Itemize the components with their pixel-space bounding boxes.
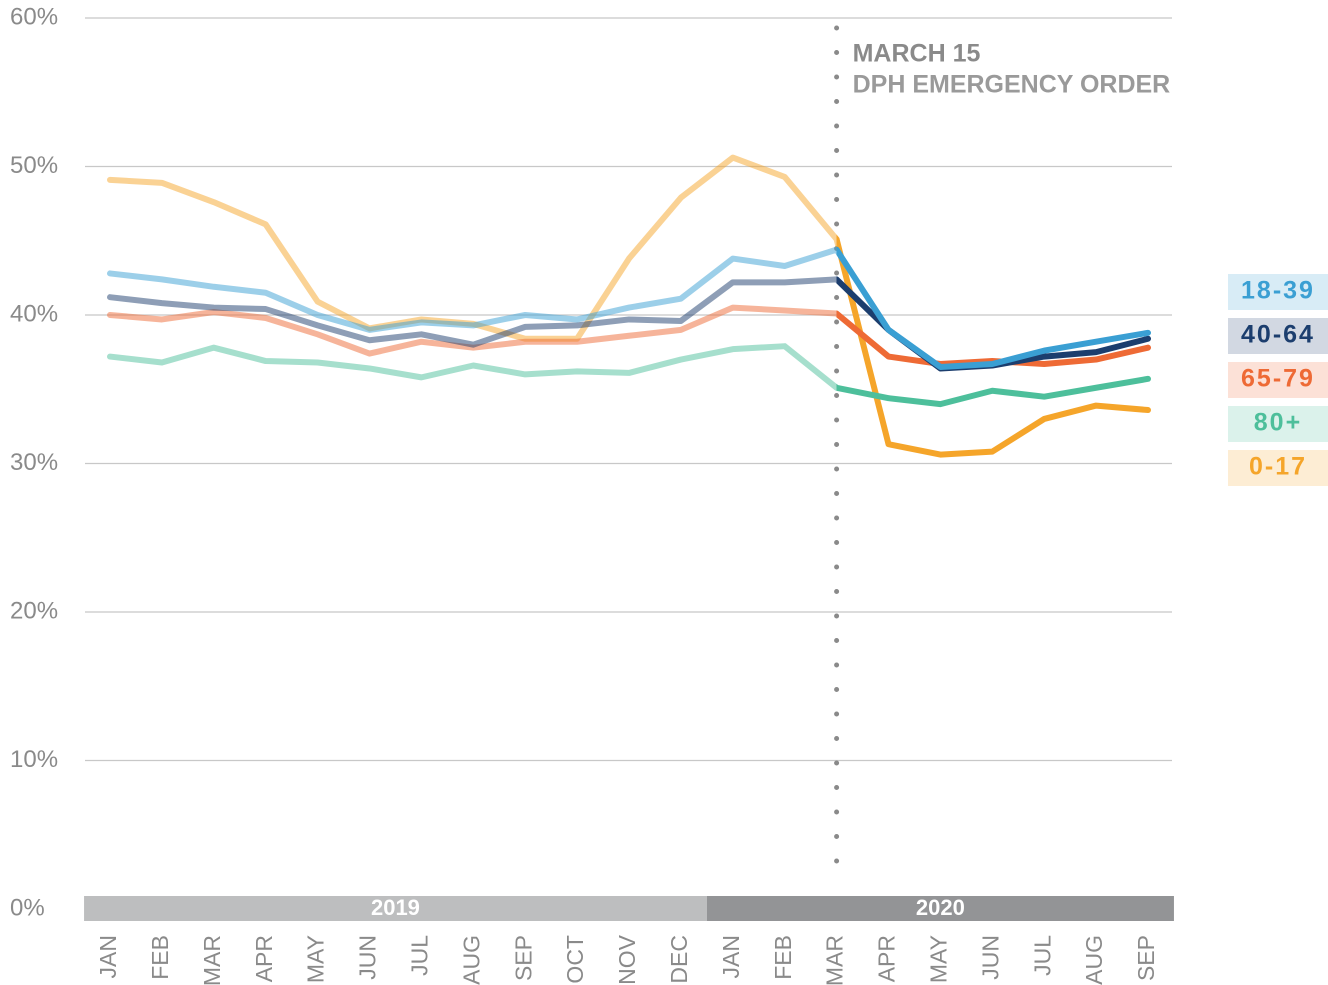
x-tick-label: FEB <box>147 935 173 980</box>
y-tick-label: 10% <box>10 746 58 773</box>
y-tick-label: 30% <box>10 449 58 476</box>
x-tick-label: JAN <box>718 935 744 978</box>
x-tick-label: MAR <box>822 935 848 985</box>
legend-label: 80+ <box>1254 409 1302 437</box>
x-tick-label: JUN <box>977 935 1003 980</box>
x-tick-label: SEP <box>510 935 536 981</box>
series-line <box>107 304 1151 368</box>
x-tick-label: FEB <box>770 935 796 980</box>
legend-swatch <box>1228 406 1328 442</box>
x-tick-label: JUN <box>355 935 381 980</box>
x-tick-label: JAN <box>95 935 121 978</box>
y-tick-label: 60% <box>10 3 58 30</box>
y-tick-label: 0% <box>10 894 45 921</box>
year-label: 2019 <box>371 895 420 920</box>
x-tick-label: AUG <box>458 935 484 985</box>
legend-label: 18-39 <box>1241 277 1315 305</box>
legend-label: 0-17 <box>1249 453 1307 481</box>
year-band <box>706 896 1174 921</box>
legend-swatch <box>1228 450 1328 486</box>
y-tick-label: 50% <box>10 152 58 179</box>
year-label: 2020 <box>916 895 965 920</box>
x-tick-label: JUL <box>406 935 432 976</box>
annotation-text: DPH EMERGENCY ORDER <box>853 71 1171 99</box>
legend-swatch <box>1228 318 1328 354</box>
x-tick-label: OCT <box>562 935 588 984</box>
legend-label: 65-79 <box>1241 365 1315 393</box>
x-tick-label: NOV <box>614 934 640 985</box>
y-tick-label: 20% <box>10 597 58 624</box>
legend-swatch <box>1228 362 1328 398</box>
series-line <box>107 343 1151 408</box>
x-tick-label: MAY <box>303 935 329 983</box>
year-band <box>84 896 707 921</box>
x-tick-label: APR <box>251 935 277 982</box>
x-tick-label: MAR <box>199 935 225 985</box>
x-tick-label: JUL <box>1029 935 1055 976</box>
x-tick-label: MAY <box>925 935 951 983</box>
legend-label: 40-64 <box>1241 321 1315 349</box>
series-line <box>107 154 1151 458</box>
x-tick-label: SEP <box>1133 935 1159 981</box>
y-tick-label: 40% <box>10 300 58 327</box>
x-tick-label: DEC <box>666 935 692 984</box>
x-tick-label: AUG <box>1081 935 1107 985</box>
annotation-text: MARCH 15 <box>853 40 981 68</box>
series-line <box>107 246 1151 370</box>
x-tick-label: APR <box>874 935 900 982</box>
legend-swatch <box>1228 274 1328 310</box>
